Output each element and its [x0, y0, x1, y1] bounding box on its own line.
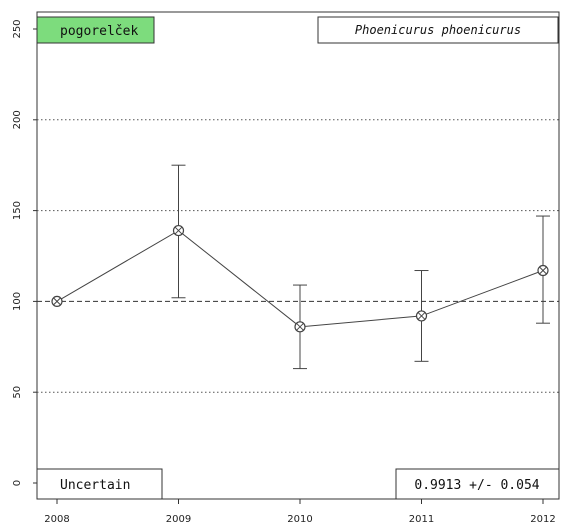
data-point-cross [417, 312, 426, 320]
y-tick-label: 100 [12, 292, 23, 311]
x-tick-label: 2011 [409, 514, 434, 525]
trend-class-bg [36, 468, 163, 500]
data-point [51, 295, 63, 307]
species-label: Phoenicurus phoenicurus [355, 23, 521, 37]
species-label-bg [317, 16, 559, 44]
data-point [415, 310, 428, 322]
data-point-cross [53, 297, 61, 306]
y-tick-label: 50 [12, 386, 23, 399]
error-bars [171, 164, 550, 370]
data-point [172, 224, 185, 237]
plot-frame [36, 11, 560, 500]
data-point-cross [174, 226, 183, 235]
x-tick-label: 2009 [166, 514, 191, 525]
x-tick-label: 2012 [530, 514, 555, 525]
trend-value-label-box: 0.9913 +/- 0.054 [395, 468, 560, 500]
y-tick-label: 0 [12, 480, 23, 486]
location-label: pogorelček [60, 24, 138, 39]
data-point-cross [539, 266, 547, 275]
species-label-box: Phoenicurus phoenicurus [317, 16, 559, 44]
data-point-cross [296, 322, 304, 331]
x-tick-labels: 2008 2009 2010 2011 2012 [44, 499, 556, 525]
location-label-bg [36, 16, 155, 44]
y-tick-label: 200 [12, 110, 23, 129]
x-tick-label: 2010 [287, 514, 312, 525]
y-tick-label: 150 [12, 201, 23, 220]
trend-class-label: Uncertain [60, 478, 130, 493]
data-point [537, 264, 549, 277]
y-tick-labels: 0 50 100 150 200 250 [12, 19, 37, 486]
gridlines [37, 119, 559, 393]
data-points [51, 224, 549, 333]
data-point [294, 321, 306, 333]
trend-value-bg [395, 468, 560, 500]
trend-value-label: 0.9913 +/- 0.054 [414, 478, 539, 493]
trend-class-label-box: Uncertain [36, 468, 163, 500]
x-tick-label: 2008 [44, 514, 69, 525]
location-label-box: pogorelček [36, 16, 155, 44]
y-tick-label: 250 [12, 19, 23, 38]
